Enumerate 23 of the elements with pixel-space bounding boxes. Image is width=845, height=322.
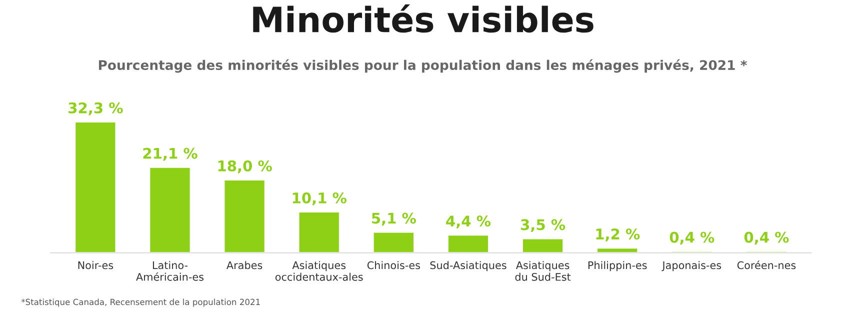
x-tick-label: Noir-es bbox=[78, 261, 114, 270]
data-label: 3,5 % bbox=[521, 219, 566, 232]
data-label: 18,0 % bbox=[218, 160, 272, 174]
x-tick-label: Coréen-nes bbox=[737, 260, 796, 270]
data-label: 0,4 % bbox=[670, 232, 714, 245]
x-tick-label: Latino- Américain-es bbox=[136, 261, 204, 281]
chart-subtitle: Pourcentage des minorités visibles pour la population dans les ménages privés, 2021 * bbox=[98, 59, 747, 73]
x-tick-label: Philippin-es bbox=[588, 261, 647, 272]
data-label: 0,4 % bbox=[744, 232, 789, 245]
x-tick-label: Asiatiques du Sud-Est bbox=[515, 261, 571, 281]
x-tick-label: Arabes bbox=[226, 261, 262, 270]
x-tick-label: Asiatiques occidentaux-ales bbox=[275, 261, 363, 281]
data-label: 4,4 % bbox=[446, 216, 491, 228]
data-label: 21,1 % bbox=[143, 148, 198, 161]
data-label: 5,1 % bbox=[372, 212, 416, 226]
data-label: 1,2 % bbox=[596, 228, 640, 242]
x-tick-label: Sud-Asiatiques bbox=[430, 261, 506, 272]
text: *Statistique Canada, Recensement de la population 2021 bbox=[21, 298, 260, 307]
data-label: 32,3 % bbox=[68, 102, 123, 116]
x-tick-label: Chinois-es bbox=[367, 261, 420, 270]
x-tick-label: Japonais-es bbox=[662, 261, 722, 272]
chart-title: Minorités visibles bbox=[253, 4, 594, 33]
data-label: 10,1 % bbox=[292, 192, 346, 206]
